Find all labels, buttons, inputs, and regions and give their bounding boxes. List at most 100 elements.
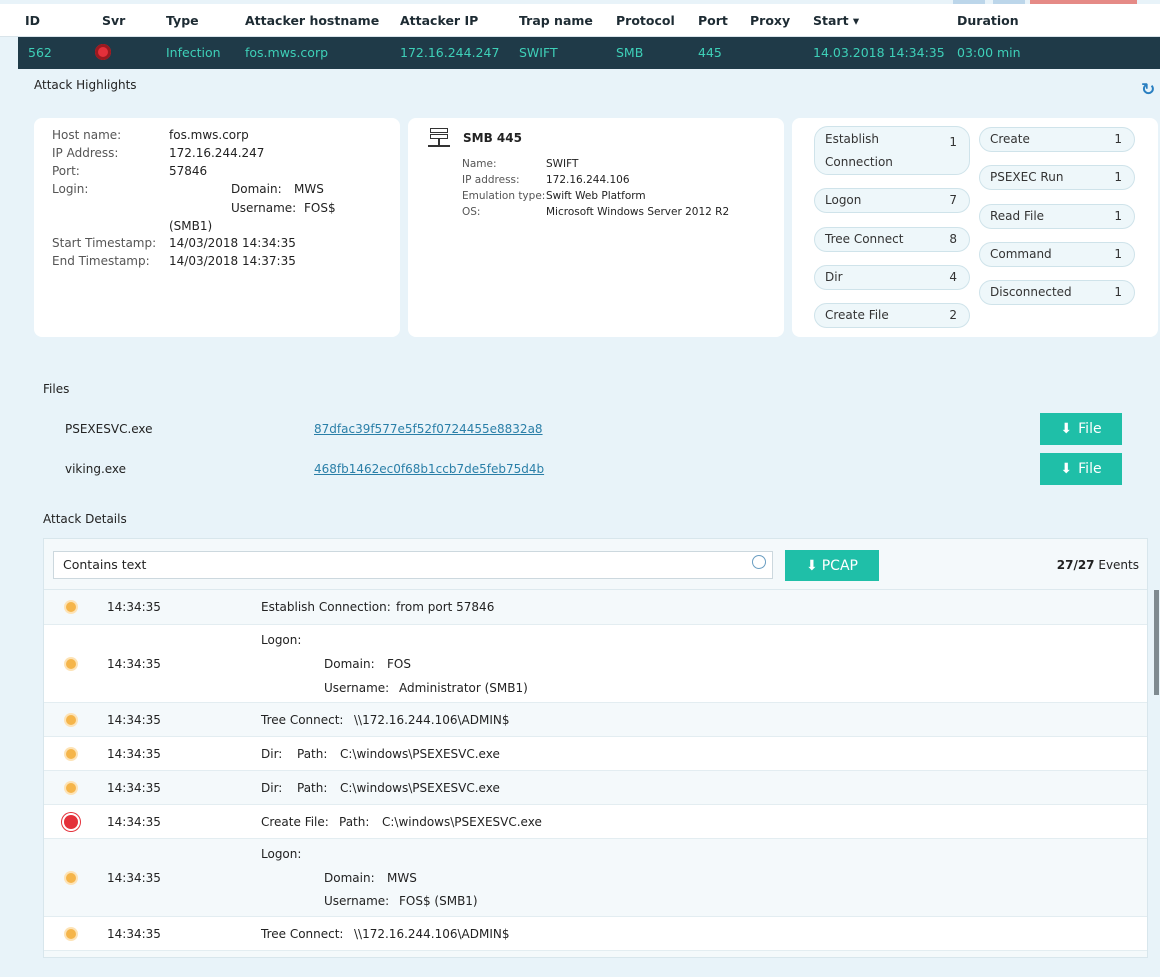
pill-count: 4: [949, 270, 957, 284]
button-label: PCAP: [821, 557, 858, 574]
label: Username:: [324, 681, 390, 695]
event-type: Establish Connection:: [261, 600, 391, 614]
col-hostname[interactable]: Attacker hostname: [245, 13, 380, 28]
event-type: Dir:: [261, 747, 283, 761]
scrollbar[interactable]: [1154, 590, 1159, 695]
event-dot-icon: [66, 659, 76, 669]
event-dot-icon: [66, 749, 76, 759]
event-time: 14:34:35: [107, 657, 161, 671]
file-name: viking.exe: [65, 462, 127, 476]
col-type[interactable]: Type: [166, 13, 199, 28]
label: Emulation type:: [462, 190, 546, 202]
event-time: 14:34:35: [107, 871, 161, 885]
cell-type: Infection: [166, 45, 221, 60]
event-dot-icon: [66, 783, 76, 793]
col-id[interactable]: ID: [25, 13, 41, 28]
event-pill[interactable]: Disconnected 1: [979, 280, 1135, 305]
pill-label: Create: [990, 132, 1030, 146]
label: IP address:: [462, 174, 520, 186]
event-text: \\172.16.244.106\ADMIN$: [354, 713, 510, 727]
label: Domain:: [231, 182, 282, 196]
label: Start Timestamp:: [52, 236, 157, 250]
pill-count: 2: [949, 308, 957, 322]
start-value: 14/03/2018 14:34:35: [169, 236, 296, 250]
event-text: C:\windows\PSEXESVC.exe: [382, 815, 542, 829]
pill-label: Logon: [825, 193, 862, 207]
label: Path:: [297, 747, 328, 761]
trap-os-value: Microsoft Windows Server 2012 R2: [546, 206, 730, 218]
col-duration[interactable]: Duration: [957, 13, 1019, 28]
event-dot-icon: [66, 929, 76, 939]
file-hash-link[interactable]: 87dfac39f577e5f52f0724455e8832a8: [314, 422, 543, 436]
event-row[interactable]: 14:34:35 Establish Connection: from port 5…: [44, 590, 1147, 625]
pill-label: Create File: [825, 308, 889, 322]
event-row[interactable]: 14:34:35 Tree Connect: \\172.16.244.106\AD…: [44, 703, 1147, 737]
col-protocol[interactable]: Protocol: [616, 13, 675, 28]
label: Username:: [324, 894, 390, 908]
label: Host name:: [52, 128, 122, 142]
event-pill[interactable]: Command 1: [979, 242, 1135, 267]
download-pcap-button[interactable]: ⬇ PCAP: [785, 550, 879, 581]
label: Login:: [52, 182, 89, 196]
event-time: 14:34:35: [107, 781, 161, 795]
label: Port:: [52, 164, 80, 178]
event-username: Administrator (SMB1): [399, 681, 528, 695]
event-pill[interactable]: Logon 7: [814, 188, 970, 213]
col-start[interactable]: Start ▾: [813, 13, 860, 28]
col-trap[interactable]: Trap name: [519, 13, 593, 28]
event-pill[interactable]: PSEXEC Run 1: [979, 165, 1135, 190]
table-header: ID Svr Type Attacker hostname Attacker I…: [0, 4, 1160, 37]
file-hash-link[interactable]: 468fb1462ec0f68b1ccb7de5feb75d4b: [314, 462, 545, 476]
cell-hostname: fos.mws.corp: [245, 45, 329, 60]
col-ip[interactable]: Attacker IP: [400, 13, 479, 28]
section-title-files: Files: [43, 382, 70, 396]
event-row[interactable]: 14:34:35 Create File: Path: C:\windows\PSEX…: [44, 805, 1147, 839]
event-text: C:\windows\PSEXESVC.exe: [340, 781, 500, 795]
trap-name-value: SWIFT: [546, 158, 579, 170]
col-svr[interactable]: Svr: [102, 13, 126, 28]
event-pill[interactable]: Dir 4: [814, 265, 970, 290]
trap-emu-value: Swift Web Platform: [546, 190, 646, 202]
pill-count: 1: [1114, 285, 1122, 299]
toolbar-button[interactable]: [993, 0, 1025, 4]
col-proxy[interactable]: Proxy: [750, 13, 791, 28]
pill-count: 1: [1114, 209, 1122, 223]
search-icon[interactable]: [752, 555, 766, 569]
cell-port: 445: [698, 45, 722, 60]
end-value: 14/03/2018 14:37:35: [169, 254, 296, 268]
pill-label: Read File: [990, 209, 1045, 223]
pill-label: Tree Connect: [825, 232, 904, 246]
cell-id: 562: [28, 45, 52, 60]
event-row[interactable]: 14:34:35 Logon: Domain: FOS Username: Adminis…: [44, 625, 1147, 703]
pill-count: 7: [949, 193, 957, 207]
server-icon: [428, 128, 450, 148]
event-row[interactable]: 14:34:35 Dir: Path: C:\windows\PSEXESVC.exe: [44, 737, 1147, 771]
download-file-button[interactable]: ⬇ File: [1040, 453, 1122, 485]
event-pill[interactable]: Create File 2: [814, 303, 970, 328]
col-port[interactable]: Port: [698, 13, 728, 28]
event-pill[interactable]: Read File 1: [979, 204, 1135, 229]
event-row[interactable]: 14:34:35 Logon: Domain: MWS Username: FOS$ (S…: [44, 839, 1147, 917]
event-pill[interactable]: Create 1: [979, 127, 1135, 152]
label: Name:: [462, 158, 497, 170]
event-row[interactable]: 14:34:35 Tree Connect: \\172.16.244.106\AD…: [44, 917, 1147, 951]
download-file-button[interactable]: ⬇ File: [1040, 413, 1122, 445]
event-dot-icon: [66, 715, 76, 725]
label: OS:: [462, 206, 481, 218]
refresh-icon[interactable]: ↻: [1141, 80, 1156, 100]
table-row-selected[interactable]: 562 Infection fos.mws.corp 172.16.244.24…: [18, 37, 1160, 69]
event-pill[interactable]: Tree Connect 8: [814, 227, 970, 252]
login-suffix: (SMB1): [169, 219, 213, 233]
search-input[interactable]: Contains text: [53, 551, 773, 579]
toolbar-button-danger[interactable]: [1030, 0, 1137, 4]
event-time: 14:34:35: [107, 927, 161, 941]
event-text: from port 57846: [396, 600, 495, 614]
event-username: FOS$ (SMB1): [399, 894, 478, 908]
event-row[interactable]: 14:34:35 Dir: Path: C:\windows\PSEXESVC.exe: [44, 771, 1147, 805]
host-value: fos.mws.corp: [169, 128, 249, 142]
toolbar-button[interactable]: [953, 0, 985, 4]
event-pill[interactable]: Establish Connection 1: [814, 126, 970, 175]
download-icon: ⬇: [1060, 461, 1073, 477]
count-value: 27/27: [1056, 558, 1095, 572]
events-count: 27/27 Events: [1057, 558, 1139, 572]
